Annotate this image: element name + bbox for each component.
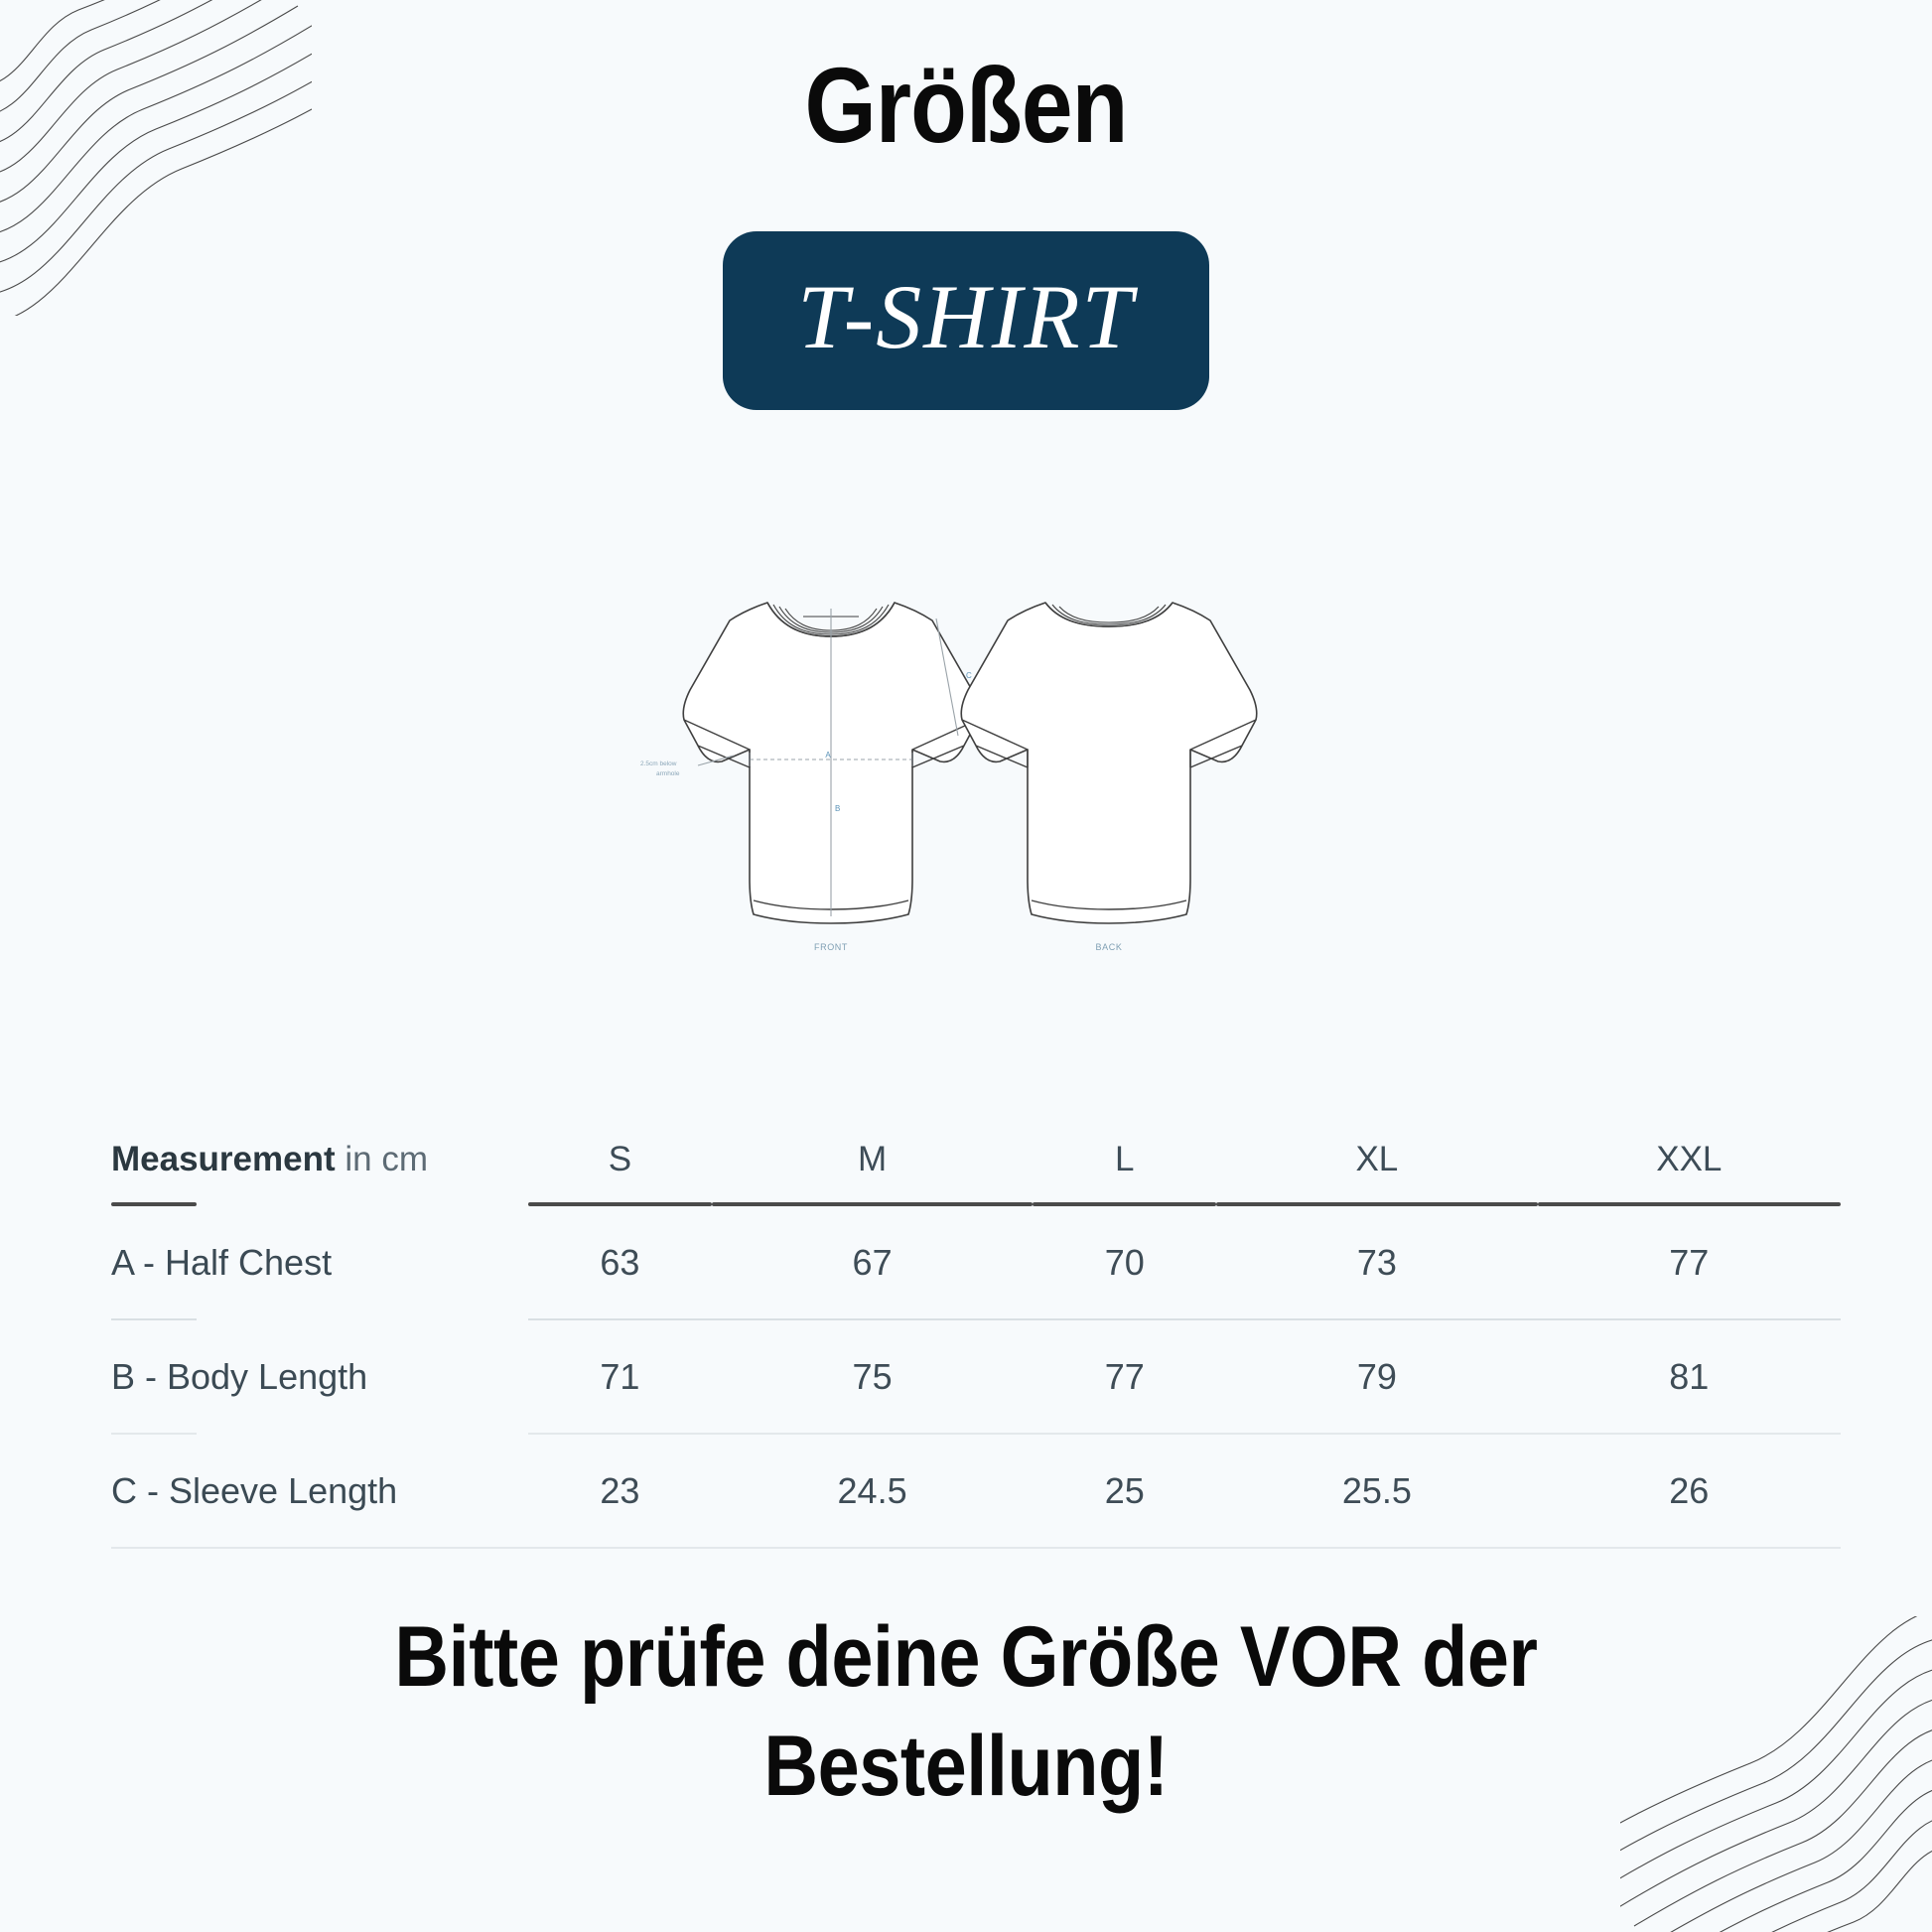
row-divider-m xyxy=(711,1432,1034,1435)
row-divider xyxy=(111,1432,1841,1435)
size-header-xl: XL xyxy=(1355,1140,1399,1178)
cell-a-xxl: 77 xyxy=(1669,1242,1710,1283)
row-divider-label xyxy=(111,1432,528,1435)
row-label-b: B - Body Length xyxy=(111,1356,368,1397)
tshirt-technical-drawing: .ol { fill: #ffffff; stroke: #3f3f3f; st… xyxy=(0,551,1932,1008)
cell-a-l: 70 xyxy=(1104,1242,1145,1283)
order-warning-line2: Bestellung! xyxy=(763,1719,1169,1815)
header-divider-row xyxy=(111,1201,1841,1206)
cell-a-m: 67 xyxy=(852,1242,893,1283)
row-divider-s xyxy=(528,1432,712,1435)
row-divider-s xyxy=(528,1317,712,1320)
row-label-c: C - Sleeve Length xyxy=(111,1470,398,1511)
header-divider-xl xyxy=(1216,1201,1538,1206)
size-header-xxl: XXL xyxy=(1656,1140,1723,1178)
page-title: Größen xyxy=(804,45,1128,165)
cell-b-xxl: 81 xyxy=(1669,1356,1710,1397)
row-divider xyxy=(111,1317,1841,1320)
tshirt-back-view: BACK xyxy=(960,602,1258,952)
cell-c-xl: 25.5 xyxy=(1341,1470,1412,1511)
tshirt-front-view: A B C 2.5cm below armhole FRONT xyxy=(640,602,980,952)
row-label-a: A - Half Chest xyxy=(111,1242,333,1283)
row-divider-xl xyxy=(1216,1317,1538,1320)
table-bottom-divider-rule xyxy=(111,1546,1841,1549)
measurement-header-unit: in cm xyxy=(345,1140,428,1178)
front-view-label: FRONT xyxy=(814,942,848,952)
row-divider-m xyxy=(711,1317,1034,1320)
cell-b-xl: 79 xyxy=(1356,1356,1397,1397)
cell-b-s: 71 xyxy=(600,1356,640,1397)
badge-label: T-SHIRT xyxy=(797,266,1135,367)
row-divider-l xyxy=(1033,1317,1217,1320)
row-divider-xxl xyxy=(1537,1432,1841,1435)
table-row: B - Body Length 71 75 77 79 81 xyxy=(111,1320,1841,1432)
header-divider-m xyxy=(711,1201,1034,1206)
table-bottom-divider xyxy=(111,1546,1841,1549)
table-head: Measurement in cm S M L XL XXL xyxy=(111,1140,1841,1206)
size-table-container: Measurement in cm S M L XL XXL xyxy=(111,1140,1841,1549)
cell-c-m: 24.5 xyxy=(837,1470,907,1511)
dimension-marker-a: A xyxy=(825,751,831,759)
size-header-m: M xyxy=(857,1140,888,1178)
cell-c-l: 25 xyxy=(1104,1470,1145,1511)
cell-b-l: 77 xyxy=(1104,1356,1145,1397)
order-warning-note: Bitte prüfe deine Größe VOR der Bestellu… xyxy=(238,1602,1694,1821)
row-divider-xxl xyxy=(1537,1317,1841,1320)
back-view-label: BACK xyxy=(1096,942,1123,952)
cell-a-s: 63 xyxy=(600,1242,640,1283)
header-divider-s xyxy=(528,1201,712,1206)
armhole-annotation: 2.5cm below xyxy=(640,760,677,767)
measurement-header: Measurement in cm xyxy=(111,1140,528,1201)
size-header-s: S xyxy=(608,1140,632,1178)
table-body: A - Half Chest 63 67 70 73 77 xyxy=(111,1206,1841,1549)
dimension-marker-c: C xyxy=(966,671,972,680)
header-divider-xxl xyxy=(1537,1201,1841,1206)
row-divider-label xyxy=(111,1317,528,1320)
header-divider-l xyxy=(1033,1201,1217,1206)
table-header-row: Measurement in cm S M L XL XXL xyxy=(111,1140,1841,1201)
size-header-l: L xyxy=(1114,1140,1135,1178)
dimension-marker-b: B xyxy=(835,804,840,813)
header-divider-label xyxy=(111,1201,528,1206)
cell-a-xl: 73 xyxy=(1356,1242,1397,1283)
cell-c-s: 23 xyxy=(600,1470,640,1511)
measurement-header-strong: Measurement xyxy=(111,1140,336,1178)
row-divider-xl xyxy=(1216,1432,1538,1435)
badge-container: T-SHIRT xyxy=(0,231,1932,410)
table-row: A - Half Chest 63 67 70 73 77 xyxy=(111,1206,1841,1317)
row-divider-l xyxy=(1033,1432,1217,1435)
table-row: C - Sleeve Length 23 24.5 25 25.5 26 xyxy=(111,1435,1841,1546)
size-table: Measurement in cm S M L XL XXL xyxy=(111,1140,1841,1549)
armhole-annotation-line2: armhole xyxy=(656,770,680,777)
order-warning-line1: Bitte prüfe deine Größe VOR der xyxy=(394,1609,1538,1705)
product-type-badge: T-SHIRT xyxy=(723,231,1209,410)
cell-b-m: 75 xyxy=(852,1356,893,1397)
cell-c-xxl: 26 xyxy=(1669,1470,1710,1511)
